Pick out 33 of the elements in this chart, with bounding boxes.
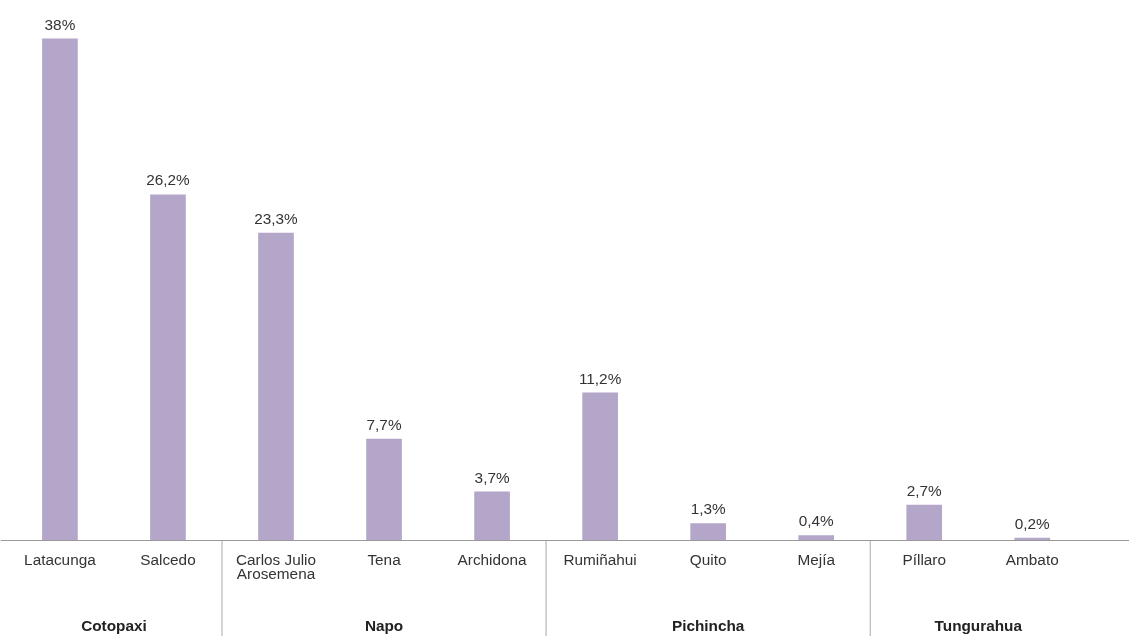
data-label: 0,4% (798, 512, 835, 530)
x-tick-label: Quito (689, 550, 727, 568)
bar (474, 491, 510, 541)
text: Cotopaxi (81, 616, 147, 634)
text: Napo (364, 616, 404, 634)
data-label: 11,2% (578, 369, 622, 387)
data-label: 0,2% (1014, 514, 1051, 532)
x-tick-label: Salcedo (140, 550, 196, 568)
data-label: 38% (44, 15, 76, 33)
data-label: 1,3% (690, 500, 726, 518)
bar (798, 535, 835, 541)
data-label: 3,7% (474, 468, 510, 486)
text: Tungurahua (934, 616, 1023, 634)
data-label: 26,2% (146, 171, 191, 189)
bar (42, 38, 78, 541)
x-tick-label: Carlos Julio Arosemena (235, 550, 317, 582)
text: Pichincha (671, 616, 745, 634)
data-label: 2,7% (906, 481, 943, 499)
bar (690, 523, 726, 541)
x-tick-label: Mejía (797, 550, 836, 568)
x-tick-label: Ambato (1005, 550, 1059, 568)
bar (906, 504, 943, 541)
bar (366, 438, 402, 541)
bar (258, 232, 294, 541)
x-tick-label: Latacunga (24, 550, 97, 568)
x-tick-label: Tena (367, 550, 402, 568)
bar (582, 392, 618, 541)
x-tick-label: Rumiñahui (563, 550, 637, 568)
data-label: 23,3% (254, 209, 299, 227)
data-label: 7,7% (366, 415, 402, 433)
x-tick-label: Archidona (457, 550, 528, 568)
bar (150, 194, 186, 541)
x-tick-label: Píllaro (902, 550, 946, 568)
